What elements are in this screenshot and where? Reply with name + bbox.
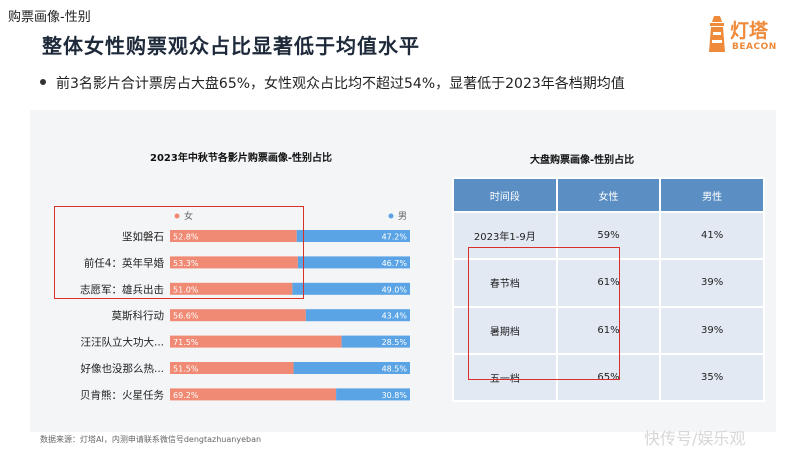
table-cell: 35% [659,352,765,403]
bar-female [170,309,306,322]
bar-male [336,388,410,401]
data-label-female: 51.0% [173,285,199,294]
category-label: 坚如磐石 [122,230,164,243]
data-label-male: 47.2% [382,233,408,242]
table-cell: 61% [555,305,662,355]
legend-label-female: 女 [184,210,193,222]
lighthouse-logo-icon [709,16,725,52]
table-cell: 65% [555,352,662,403]
data-label-male: 30.8% [382,391,408,400]
table-cell: 59% [555,210,662,261]
highlight-box-table [468,247,620,380]
data-source-note: 数据来源：灯塔AI，内测申请联系微信号dengtazhuanyeban [40,435,262,444]
table-row: 2023年1-9月 59% 41% [452,210,765,261]
data-label-female: 52.8% [173,233,199,242]
table-row: 暑期档 61% 39% [452,305,765,355]
data-label-female: 71.5% [173,338,199,347]
category-label: 好像也没那么热... [80,362,164,375]
table-cell: 41% [659,210,765,261]
bar-female [170,282,293,295]
data-label-male: 28.5% [382,338,408,347]
table-cell: 39% [659,305,765,355]
bar-male [292,282,410,295]
table-cell: 2023年1-9月 [452,210,558,261]
data-label-female: 53.3% [173,259,199,268]
table-header: 女性 [555,177,662,213]
bar-male [293,362,410,374]
bar-female [170,388,337,401]
bar-female [170,335,342,348]
legend-label-male: 男 [398,211,407,222]
table-cell: 春节档 [452,258,558,308]
legend-marker-female [174,213,180,219]
data-label-female: 51.5% [173,365,199,374]
bar-male [341,335,410,348]
legend-marker-male [388,213,394,219]
watermark: 快传号/娱乐观 [644,429,746,448]
table-cell: 61% [555,258,662,308]
chart-title: 2023年中秋节各影片购票画像-性别占比 [150,153,332,164]
table-title: 大盘购票画像-性别占比 [530,155,635,166]
logo-subtext: BEACON [732,42,777,52]
category-label: 汪汪队立大功大... [80,336,164,349]
logo-text: 灯塔 [730,20,769,42]
table-header-row: 时间段 女性 男性 [452,177,765,213]
bullet-dot [40,79,46,85]
bullet-text: 前3名影片合计票房占大盘65%，女性观众占比均不超过54%，显著低于2023年各… [56,76,625,92]
bar-male [296,230,410,242]
table-row: 五一档 65% 35% [452,352,765,403]
data-label-female: 69.2% [173,391,199,400]
bar-male [305,309,410,322]
page-title: 整体女性购票观众占比显著低于均值水平 [42,34,420,58]
bar-male [297,256,410,269]
category-label: 志愿军：雄兵出击 [80,283,164,296]
gender-table: 时间段 女性 男性 2023年1-9月 59% 41% 春节档 61% 39% … [452,177,765,403]
category-label: 莫斯科行动 [112,309,165,322]
bar-female [170,256,298,269]
data-label-female: 56.6% [173,312,199,321]
table-cell: 暑期档 [452,305,558,355]
category-label: 前任4：英年早婚 [84,256,165,269]
logo: 灯塔 BEACON [706,14,792,60]
highlight-box-chart [54,206,304,299]
data-label-male: 49.0% [382,285,408,294]
table-header: 时间段 [452,177,558,213]
bar-female [170,230,297,242]
bar-female [170,362,294,374]
table-cell: 39% [659,258,765,308]
category-label: 贝肯熊：火星任务 [80,388,164,401]
page-label: 购票画像-性别 [8,10,91,25]
data-label-male: 43.4% [382,312,408,321]
table-row: 春节档 61% 39% [452,258,765,308]
table-header: 男性 [659,177,765,213]
data-label-male: 48.5% [382,365,408,374]
data-label-male: 46.7% [382,259,408,268]
